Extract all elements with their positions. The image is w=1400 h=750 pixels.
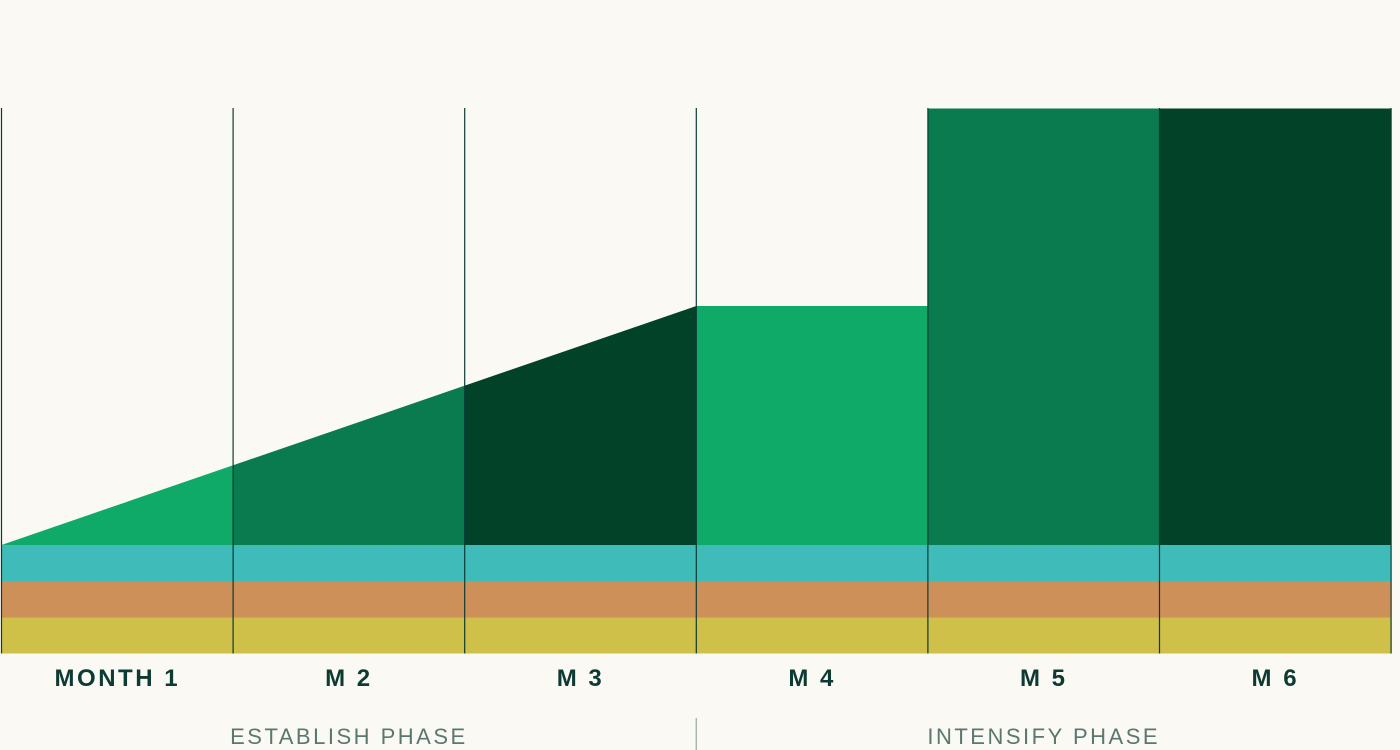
segment-5 — [927, 108, 1160, 545]
segment-3 — [464, 306, 697, 545]
month-label-4: M 4 — [788, 665, 836, 692]
segment-1 — [1, 465, 234, 545]
month-label-2: M 2 — [325, 665, 373, 692]
segment-4 — [696, 306, 928, 545]
segment-2 — [233, 385, 465, 545]
month-label-3: M 3 — [557, 665, 605, 692]
phase-label-1: ESTABLISH PHASE — [230, 724, 468, 749]
phase-label-2: INTENSIFY PHASE — [927, 724, 1160, 749]
month-label-6: M 6 — [1252, 665, 1300, 692]
segment-6 — [1159, 108, 1392, 545]
month-label-1: MONTH 1 — [55, 665, 181, 692]
month-label-5: M 5 — [1020, 665, 1068, 692]
